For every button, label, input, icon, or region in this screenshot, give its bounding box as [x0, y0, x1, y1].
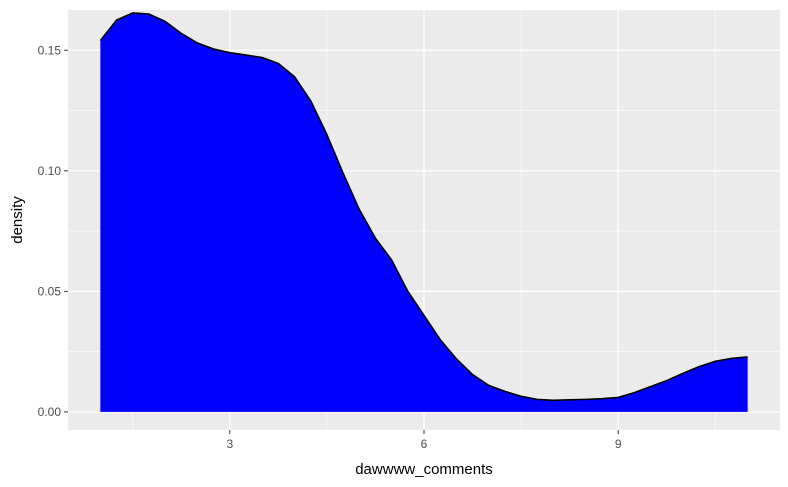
density-marks	[99, 12, 748, 412]
y-axis-title: density	[9, 196, 26, 244]
density-curve	[99, 12, 748, 402]
x-axis-title: dawwww_comments	[355, 461, 493, 478]
axes: 3 6 9 0.00 0.05 0.10 0.15	[38, 43, 622, 451]
y-tick-label: 0.15	[38, 43, 62, 57]
y-tick-label: 0.00	[38, 405, 62, 419]
x-tick-label: 6	[421, 437, 428, 451]
x-tick-label: 9	[615, 437, 622, 451]
x-tick-label: 3	[226, 437, 233, 451]
y-tick-label: 0.05	[38, 284, 62, 298]
density-area	[100, 12, 748, 412]
y-tick-label: 0.10	[38, 164, 62, 178]
